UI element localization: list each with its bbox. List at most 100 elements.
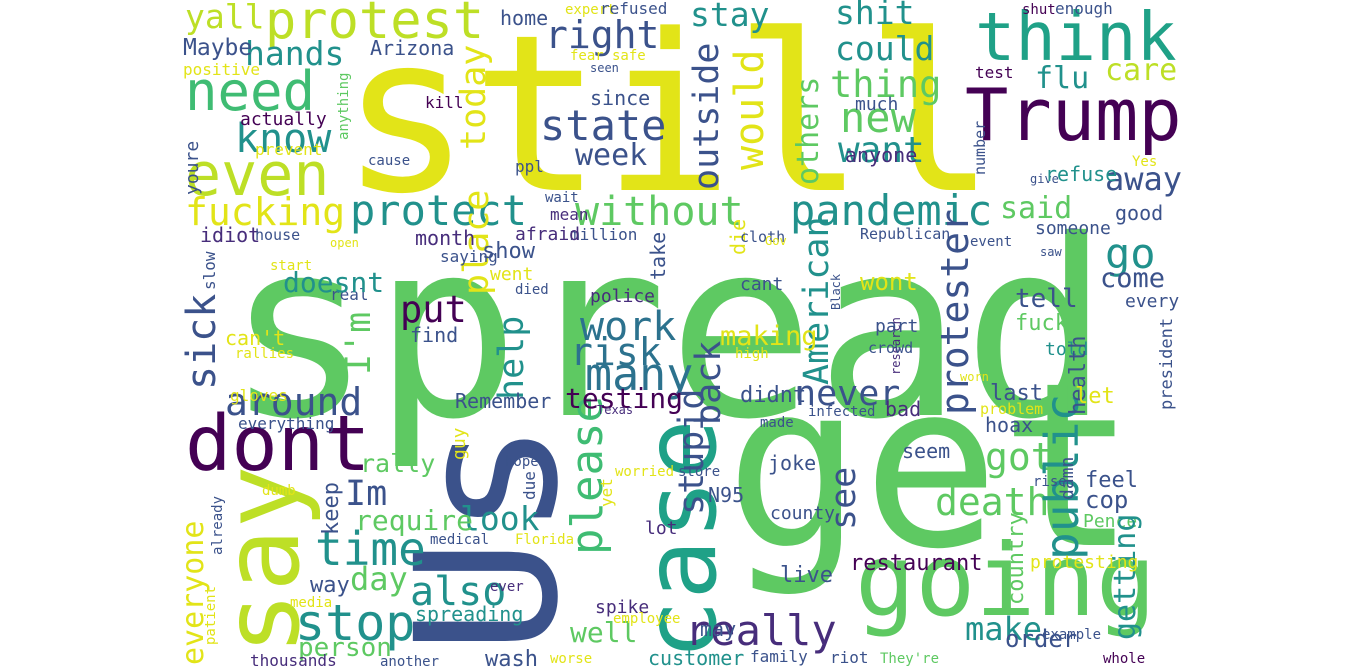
word: positive xyxy=(183,60,260,79)
word: real xyxy=(330,285,369,304)
word: number xyxy=(971,121,989,175)
word: refuse xyxy=(1045,162,1117,186)
word: customer xyxy=(648,646,744,669)
word: spreading xyxy=(415,602,523,626)
word: saying xyxy=(440,247,498,266)
word: back xyxy=(689,341,729,425)
word: anything xyxy=(336,73,352,140)
word: whole xyxy=(1103,651,1145,667)
word: make xyxy=(965,610,1042,648)
word: another xyxy=(380,654,439,669)
word: hands xyxy=(245,34,344,73)
word: Maybe xyxy=(183,35,252,61)
word: case xyxy=(622,419,739,660)
word: patient xyxy=(203,586,219,645)
word: mean xyxy=(550,205,589,224)
word: order xyxy=(1005,625,1077,653)
word: flu xyxy=(1035,61,1089,96)
word: ever xyxy=(490,579,524,595)
word: shut xyxy=(1022,2,1056,18)
word: event xyxy=(970,234,1012,250)
word: wash xyxy=(485,647,538,669)
word: require xyxy=(355,504,473,537)
word: lot xyxy=(645,518,678,539)
word: making xyxy=(720,321,818,352)
word: enough xyxy=(1055,0,1113,18)
word: Im xyxy=(345,474,387,514)
word: others xyxy=(791,77,826,185)
word: died xyxy=(515,282,549,298)
word: store xyxy=(678,464,720,480)
word: let xyxy=(1075,384,1115,409)
word: really xyxy=(685,606,837,655)
word: N95 xyxy=(708,483,744,507)
word: death xyxy=(935,480,1049,524)
word: please xyxy=(562,396,613,555)
word: health xyxy=(1066,336,1091,415)
word: protester xyxy=(933,209,977,415)
word: Remember xyxy=(455,389,551,413)
word: thousands xyxy=(250,651,337,669)
word: worn xyxy=(960,370,989,384)
word: say xyxy=(201,465,323,655)
word: think xyxy=(975,0,1177,76)
word: Gov xyxy=(765,234,787,248)
word: actually xyxy=(240,109,327,130)
word: public xyxy=(1035,394,1089,560)
word: fear xyxy=(570,48,604,64)
word: due xyxy=(520,471,539,500)
word: cause xyxy=(368,153,410,169)
word: many xyxy=(585,348,693,401)
word: home xyxy=(500,6,548,30)
word: everyone xyxy=(176,521,211,666)
word: employee xyxy=(613,611,680,627)
word: dumb xyxy=(262,483,296,499)
word: Florida xyxy=(515,532,574,548)
word: also xyxy=(410,569,506,615)
word: cloth xyxy=(740,228,785,246)
word: house xyxy=(255,226,300,244)
word: could xyxy=(835,29,934,68)
word: keep xyxy=(319,482,344,535)
word: didnt xyxy=(740,383,806,408)
word: work xyxy=(580,304,676,350)
word: million xyxy=(570,225,637,244)
word: afraid xyxy=(515,224,580,245)
word: protest xyxy=(265,0,484,51)
word: come xyxy=(1100,263,1165,294)
word: month xyxy=(415,226,475,250)
word: place xyxy=(457,190,497,295)
word: medical xyxy=(430,532,489,548)
word: spike xyxy=(595,597,649,618)
word: research xyxy=(889,317,903,375)
word: county xyxy=(770,503,835,524)
word: shit xyxy=(835,0,914,32)
word: part xyxy=(875,316,918,337)
word: start xyxy=(270,258,312,274)
word: good xyxy=(1115,201,1163,225)
word: country xyxy=(1004,512,1029,605)
word: prevent xyxy=(255,140,322,159)
word: Black xyxy=(829,273,843,310)
word: getting xyxy=(1108,514,1143,640)
word: media xyxy=(290,595,332,611)
word: away xyxy=(1105,160,1182,198)
word: fucking xyxy=(185,190,345,234)
word: sick xyxy=(179,294,225,390)
word: worried xyxy=(615,464,674,480)
word: take xyxy=(646,232,670,280)
word: every xyxy=(1125,291,1179,312)
word: cant xyxy=(740,274,783,295)
word: well xyxy=(570,616,637,649)
word: joke xyxy=(768,451,816,475)
word: much xyxy=(855,94,898,115)
word: today xyxy=(454,45,494,150)
word: crowd xyxy=(868,339,913,357)
word: open xyxy=(330,236,359,250)
word: everything xyxy=(238,414,334,433)
word: ppl xyxy=(515,157,544,176)
word: week xyxy=(575,138,647,173)
word: find xyxy=(410,323,458,347)
